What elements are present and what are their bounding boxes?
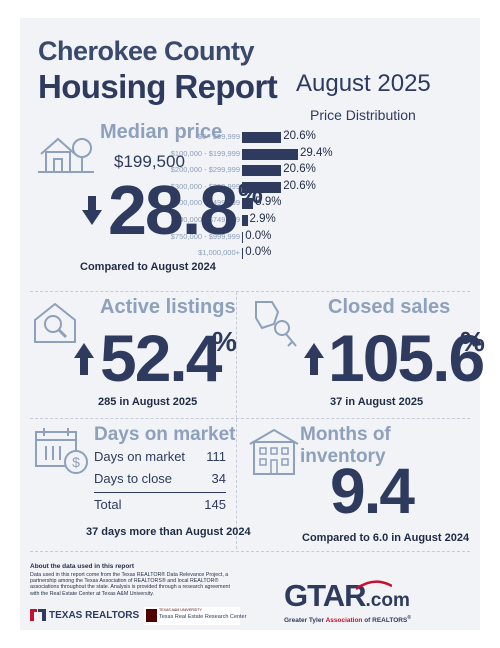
dom-row-value: 34 bbox=[211, 471, 226, 486]
divider-top bbox=[30, 291, 470, 292]
dom-row-days-on-market: Days on market 111 bbox=[94, 449, 226, 464]
price-bar-value: 20.6% bbox=[283, 179, 316, 192]
price-bar-row: $0 - $99,999 20.6% bbox=[198, 130, 480, 144]
price-bar-row: $200,000 - $299,999 20.6% bbox=[171, 163, 480, 177]
dom-row-value: 111 bbox=[206, 449, 226, 464]
months-inventory-note: Compared to 6.0 in August 2024 bbox=[302, 532, 470, 544]
divider-mid-lower bbox=[236, 419, 237, 549]
gtar-swoosh-icon bbox=[356, 580, 392, 590]
dom-row-label: Days to close bbox=[94, 471, 173, 486]
gtar-full-name: Greater Tyler Association of REALTORS® bbox=[284, 615, 411, 624]
up-arrow-icon-2 bbox=[304, 343, 324, 375]
report-month: August 2025 bbox=[296, 70, 431, 97]
gtar-dotcom: .com bbox=[365, 590, 410, 611]
calendar-money-icon: $ bbox=[34, 426, 90, 476]
price-bar-label: $400,000 - $499,999 bbox=[170, 198, 240, 208]
active-listings-note: 285 in August 2025 bbox=[98, 396, 198, 408]
price-bar-row: $1,000,000+ 0.0% bbox=[198, 246, 480, 260]
price-bar-value: 20.6% bbox=[283, 130, 316, 142]
closed-sales-note: 37 in August 2025 bbox=[330, 396, 424, 408]
price-bar-label: $300,000 - $399,999 bbox=[170, 181, 240, 191]
gtar-name-suffix: of REALTORS bbox=[362, 617, 408, 625]
median-price-note: Compared to August 2024 bbox=[80, 261, 216, 273]
active-listings-pct-sign: % bbox=[212, 326, 237, 357]
median-price-change: 28.8 bbox=[108, 171, 238, 249]
dom-row-label: Days on market bbox=[94, 449, 186, 464]
median-price-title: Median price bbox=[100, 121, 223, 143]
price-bar bbox=[242, 231, 244, 243]
price-bar-label: $500,000 - $749,999 bbox=[170, 215, 240, 224]
price-bar-label: $1,000,000+ bbox=[198, 248, 240, 258]
price-bar-row: $100,000 - $199,999 29.4% bbox=[171, 146, 480, 161]
active-listings-title: Active listings bbox=[100, 296, 236, 318]
price-bar-value: 29.4% bbox=[300, 146, 333, 159]
price-bar-value: 20.6% bbox=[283, 163, 316, 176]
dom-row-days-to-close: Days to close 34 bbox=[94, 471, 226, 486]
county-title: Cherokee County bbox=[38, 36, 255, 66]
tamu-mark-icon bbox=[146, 609, 157, 622]
closed-sales-title: Closed sales bbox=[328, 296, 451, 318]
price-bar-value: 0.0% bbox=[245, 229, 272, 242]
gtar-registered-mark: ® bbox=[407, 615, 411, 621]
price-bar-value: 5.9% bbox=[255, 196, 282, 209]
price-bar-label: $200,000 - $299,999 bbox=[170, 165, 240, 175]
house-search-icon bbox=[32, 300, 78, 346]
apartment-building-icon bbox=[248, 428, 300, 476]
months-inventory-value: 9.4 bbox=[330, 455, 415, 527]
median-price-pct-sign: % bbox=[238, 178, 263, 209]
house-tree-icon bbox=[38, 130, 94, 176]
price-bar-label: $750,000 - $999,999 bbox=[170, 231, 240, 241]
housing-report-page: Cherokee County Housing Report August 20… bbox=[20, 18, 485, 630]
divider-middle bbox=[30, 418, 470, 419]
research-center-text: Texas Real Estate Research Center bbox=[159, 614, 247, 620]
hand-key-icon bbox=[252, 298, 302, 352]
tamu-small-text: TEXAS A&M UNIVERSITY bbox=[159, 608, 202, 612]
price-bar bbox=[242, 132, 282, 143]
median-price-value: $199,500 bbox=[114, 152, 185, 171]
about-data-title: About the data used in this report bbox=[30, 563, 135, 570]
closed-sales-change: 105.6 bbox=[328, 321, 485, 395]
price-bar-row: $500,000 - $749,999 2.9% bbox=[171, 213, 480, 227]
divider-bottom bbox=[30, 551, 470, 552]
price-bar bbox=[242, 165, 282, 177]
down-arrow-icon bbox=[82, 196, 102, 226]
days-on-market-title: Days on market bbox=[94, 424, 236, 445]
gtar-logo-text: GTAR bbox=[284, 578, 367, 613]
price-bar-value: 2.9% bbox=[249, 213, 276, 225]
price-bar bbox=[242, 181, 282, 193]
days-on-market-note: 37 days more than August 2024 bbox=[86, 526, 251, 538]
texas-realtors-text: TEXAS REALTORS bbox=[49, 609, 140, 621]
dom-total-value: 145 bbox=[204, 497, 226, 512]
active-listings-change: 52.4 bbox=[100, 321, 222, 395]
svg-text:$: $ bbox=[72, 454, 80, 470]
report-title: Housing Report bbox=[38, 68, 278, 105]
tamu-research-logo: TEXAS A&M UNIVERSITY Texas Real Estate R… bbox=[144, 607, 246, 625]
price-bar-row: $750,000 - $999,999 0.0% bbox=[171, 229, 480, 244]
gtar-name-association: Association bbox=[325, 617, 363, 625]
price-bar bbox=[242, 215, 248, 226]
closed-sales-pct-sign: % bbox=[460, 326, 485, 357]
price-bar bbox=[242, 198, 254, 210]
gtar-logo: GTAR.com bbox=[284, 578, 410, 614]
price-bar-value: 0.0% bbox=[245, 246, 272, 259]
gtar-name-prefix: Greater Tyler bbox=[284, 617, 326, 625]
divider-mid-upper bbox=[236, 292, 237, 418]
price-distribution-title: Price Distribution bbox=[310, 107, 416, 123]
price-bar bbox=[242, 248, 244, 260]
price-bar-label: $0 - $99,999 bbox=[197, 132, 240, 141]
dom-row-total: Total 145 bbox=[94, 497, 226, 512]
price-bar bbox=[242, 148, 298, 160]
months-inventory-title: Months of inventory bbox=[300, 424, 391, 467]
about-data-text: Data used in this report come from the T… bbox=[30, 572, 230, 597]
texas-realtors-logo: TEXAS REALTORS bbox=[30, 609, 139, 621]
texas-realtors-mark-icon bbox=[30, 609, 46, 621]
dom-total-label: Total bbox=[94, 497, 122, 512]
price-bar-label: $100,000 - $199,999 bbox=[170, 148, 240, 158]
price-bar-row: $300,000 - $399,999 20.6% bbox=[171, 179, 480, 194]
price-bar-row: $400,000 - $499,999 5.9% bbox=[171, 196, 480, 210]
dom-total-rule bbox=[94, 492, 226, 493]
up-arrow-icon bbox=[74, 343, 94, 375]
